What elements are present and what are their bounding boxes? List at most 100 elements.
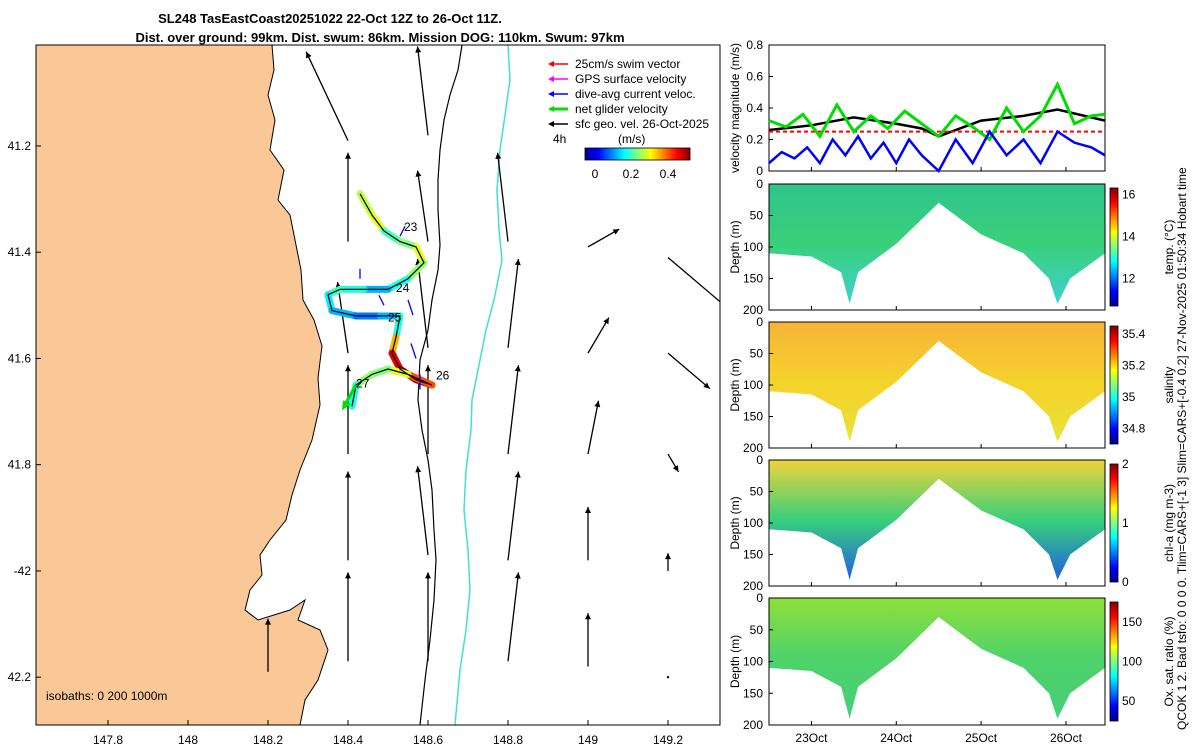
- legend-label: dive-avg current veloc.: [575, 87, 696, 101]
- map-x-tick-label: 148.8: [493, 733, 523, 747]
- section-colorbar: [1109, 463, 1119, 583]
- dive-avg-current-arrow: [399, 225, 406, 237]
- section-y-tick-label: 200: [743, 441, 763, 455]
- map-x-tick-label: 148.6: [413, 733, 443, 747]
- section-y-tick-label: 50: [750, 623, 764, 637]
- side-note: QCOK 1 2. Bad tsfo: 0 0 0 0. Tlim=CARS+[…: [1175, 167, 1189, 730]
- x-tick-label: 26Oct: [1050, 731, 1083, 745]
- current-arrow-head: [306, 51, 312, 59]
- section-field-oxygen-saturation-section: [769, 598, 1105, 719]
- x-tick-label: 25Oct: [965, 731, 998, 745]
- current-arrow: [416, 466, 429, 556]
- colorbar-tick-label: 2: [1122, 457, 1129, 471]
- day-label-24: 24: [396, 281, 410, 295]
- map-y-tick-label: 41.6: [8, 351, 32, 365]
- colorbar-tick-label: 34.8: [1122, 421, 1146, 435]
- section-colorbar: [1109, 601, 1119, 722]
- section-y-axis-label: Depth (m): [728, 635, 742, 688]
- legend-label: net glider velocity: [575, 102, 668, 116]
- current-arrow: [667, 352, 711, 390]
- colorbar-tick-label: 0: [1122, 575, 1129, 589]
- track-line: [327, 193, 433, 407]
- map-y-tick-label: 41.4: [8, 245, 32, 259]
- legend-label: GPS surface velocity: [575, 72, 686, 86]
- section-y-tick-label: 100: [743, 378, 763, 392]
- current-arrow: [666, 675, 670, 679]
- velocity-y-tick-label: 0.6: [746, 70, 763, 84]
- section-y-axis-label: Depth (m): [728, 220, 742, 273]
- legend-label: sfc geo. vel. 26-Oct-2025: [575, 117, 709, 131]
- section-y-tick-label: 100: [743, 240, 763, 254]
- section-colorbar: [1109, 325, 1119, 445]
- section-y-tick-label: 0: [756, 177, 763, 191]
- section-field-chlorophyll-section: [769, 460, 1105, 580]
- velocity-series-net-glider-velocity: [768, 80, 1106, 142]
- isobaths-label: isobaths: 0 200 1000m: [46, 689, 167, 703]
- title-line-1: SL248 TasEastCoast20251022 22-Oct 12Z to…: [158, 11, 502, 26]
- colorbar-tick-0.4: 0.4: [660, 167, 677, 181]
- current-arrow-head: [514, 258, 521, 266]
- map-frame: [35, 44, 721, 726]
- map-x-tick-label: 149: [578, 733, 598, 747]
- legend-arrow-head: [548, 61, 554, 67]
- land-tasmania: [36, 45, 329, 725]
- legend-arrow-head: [548, 76, 554, 82]
- current-arrow-head: [345, 152, 351, 159]
- section-y-tick-label: 200: [743, 579, 763, 593]
- section-y-tick-label: 200: [743, 303, 763, 317]
- current-arrow: [416, 46, 429, 136]
- colorbar-tick-label: 35.4: [1122, 327, 1146, 341]
- velocity-y-axis-label: velocity magnitude (m/s): [728, 43, 742, 173]
- section-y-tick-label: 150: [743, 686, 763, 700]
- dive-avg-current-arrow: [378, 295, 385, 306]
- current-arrow: [416, 170, 429, 242]
- current-arrow-head: [345, 365, 351, 372]
- current-arrow-head: [603, 317, 609, 325]
- section-y-axis-label: Depth (m): [728, 496, 742, 549]
- current-arrow: [587, 317, 610, 354]
- map-x-tick-label: 149.2: [653, 733, 683, 747]
- current-arrow: [507, 258, 520, 348]
- dive-avg-current-arrow: [410, 343, 417, 359]
- section-y-tick-label: 50: [750, 209, 764, 223]
- current-arrow: [667, 257, 720, 303]
- legend-arrow-head: [548, 121, 554, 127]
- section-y-tick-label: 0: [756, 315, 763, 329]
- map-panel: 147.8 148 148.2 148.4 148.6 148.8 149 149.2 41.2…: [8, 44, 721, 747]
- day-label-26: 26: [436, 369, 450, 383]
- current-arrow-head: [585, 613, 591, 620]
- map-y-tick-label: 42.2: [8, 670, 32, 684]
- current-arrow-group: [265, 46, 720, 679]
- current-arrow-head: [672, 465, 679, 472]
- net-velocity-arrow-head: [342, 400, 351, 411]
- legend-scale-label: 4h: [553, 132, 566, 146]
- current-arrow-head: [425, 572, 431, 579]
- section-y-tick-label: 200: [743, 718, 763, 732]
- current-arrow: [507, 365, 520, 455]
- glider-track: [324, 190, 436, 411]
- current-arrow-head: [585, 507, 591, 514]
- velocity-y-tick-label: 0.8: [746, 38, 763, 52]
- current-arrow-head: [514, 471, 521, 478]
- current-arrow: [496, 152, 509, 242]
- title-line-2: Dist. over ground: 99km. Dist. swum: 86k…: [135, 30, 624, 45]
- map-y-tick-label: 41.2: [8, 139, 32, 153]
- velocity-panel-frame: [768, 44, 1106, 172]
- current-arrow-head: [425, 365, 431, 372]
- section-y-tick-label: 150: [743, 410, 763, 424]
- current-arrow: [336, 281, 349, 354]
- colorbar-tick-label: 14: [1122, 229, 1136, 243]
- colorbar-tick-label: 150: [1122, 615, 1142, 629]
- day-label-25: 25: [388, 310, 402, 324]
- map-x-tick-label: 148: [178, 733, 198, 747]
- current-arrow: [416, 258, 429, 348]
- current-arrow: [587, 400, 600, 455]
- section-y-tick-label: 0: [756, 591, 763, 605]
- section-field-temperature-section: [769, 184, 1105, 304]
- speed-colorbar: [584, 147, 691, 161]
- current-arrow-head: [265, 618, 271, 625]
- colorbar-tick-label: 12: [1122, 272, 1136, 286]
- current-arrow-head: [665, 553, 671, 560]
